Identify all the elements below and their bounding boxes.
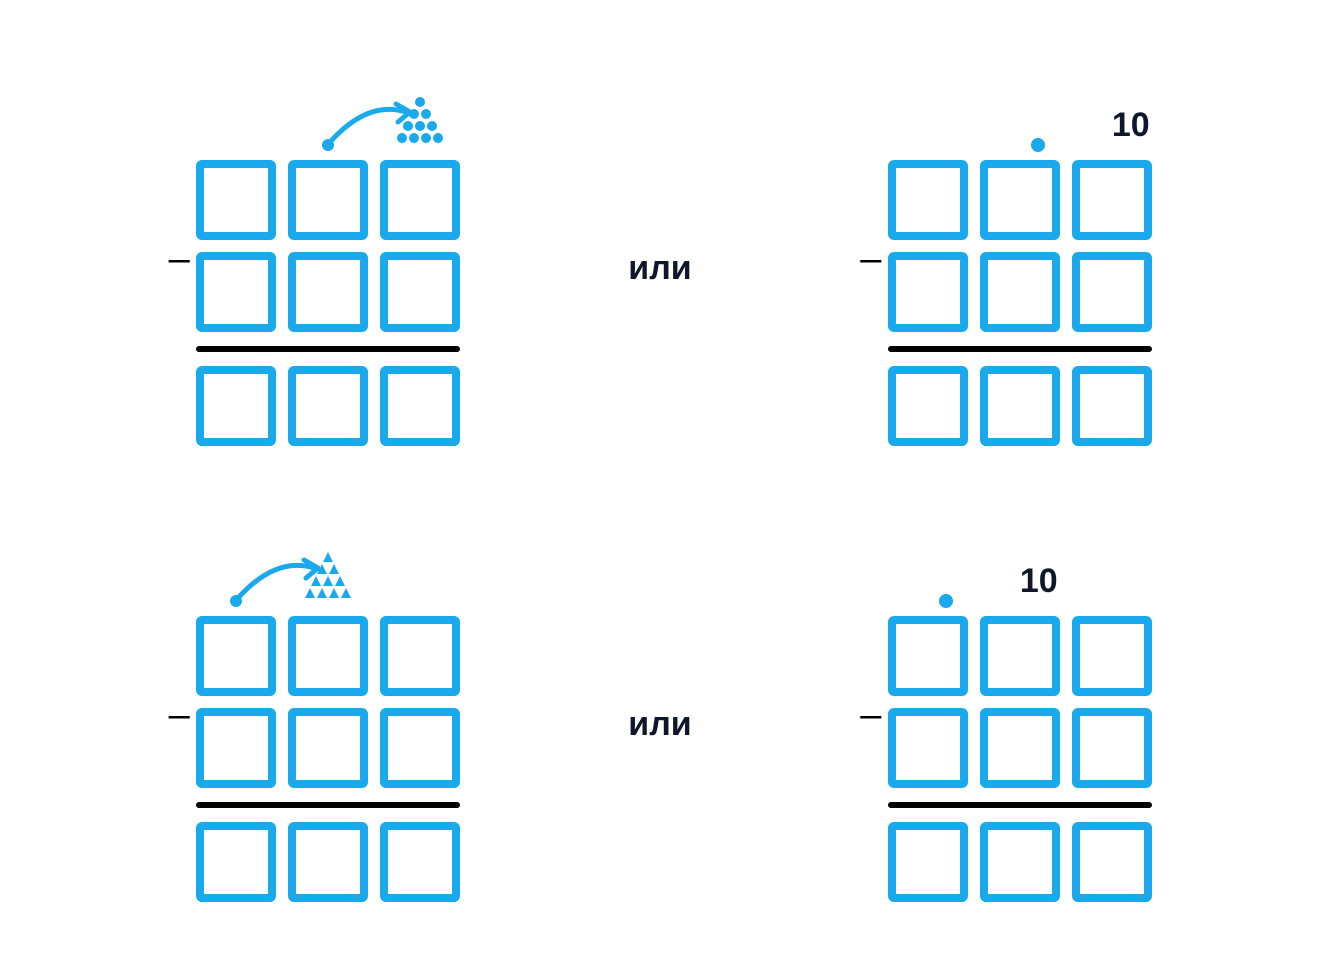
digit-grid	[196, 616, 460, 902]
minus-sign: –	[860, 238, 882, 281]
equals-line	[888, 802, 1152, 808]
arrow-to-ten-triangles-icon	[196, 546, 460, 616]
digit-box[interactable]	[196, 616, 276, 696]
digit-box[interactable]	[196, 366, 276, 446]
subtraction-layout: –	[168, 616, 460, 902]
borrow-ten-label: 10	[1020, 562, 1058, 601]
minuend-row	[888, 160, 1152, 240]
minuend-row	[888, 616, 1152, 696]
digit-box[interactable]	[888, 252, 968, 332]
digit-grid	[888, 160, 1152, 446]
digit-box[interactable]	[888, 366, 968, 446]
result-row	[888, 366, 1152, 446]
digit-box[interactable]	[380, 616, 460, 696]
digit-box[interactable]	[1072, 708, 1152, 788]
digit-box[interactable]	[1072, 366, 1152, 446]
digit-box[interactable]	[888, 160, 968, 240]
borrow-dot-icon	[939, 594, 953, 608]
problem-top-right: 10 –	[860, 90, 1152, 446]
problem-bottom-right: 10 –	[860, 546, 1152, 902]
digit-box[interactable]	[380, 708, 460, 788]
equals-line	[888, 346, 1152, 352]
digit-box[interactable]	[980, 366, 1060, 446]
equals-line	[196, 802, 460, 808]
minus-sign: –	[168, 694, 190, 737]
minus-sign: –	[860, 694, 882, 737]
digit-box[interactable]	[980, 616, 1060, 696]
digit-box[interactable]	[288, 616, 368, 696]
digit-box[interactable]	[196, 708, 276, 788]
problem-bottom-left: –	[168, 546, 460, 902]
annotation-area: 10	[888, 90, 1152, 160]
digit-box[interactable]	[980, 822, 1060, 902]
subtrahend-row	[888, 252, 1152, 332]
digit-box[interactable]	[980, 252, 1060, 332]
digit-box[interactable]	[1072, 252, 1152, 332]
annotation-area	[196, 90, 460, 160]
digit-box[interactable]	[888, 616, 968, 696]
or-label: или	[628, 249, 691, 288]
digit-box[interactable]	[888, 708, 968, 788]
subtraction-layout: –	[860, 160, 1152, 446]
borrow-ten-label: 10	[1112, 106, 1150, 145]
equals-line	[196, 346, 460, 352]
digit-box[interactable]	[380, 366, 460, 446]
digit-box[interactable]	[288, 160, 368, 240]
minuend-row	[196, 616, 460, 696]
subtraction-layout: –	[860, 616, 1152, 902]
digit-box[interactable]	[288, 366, 368, 446]
digit-box[interactable]	[980, 708, 1060, 788]
subtrahend-row	[196, 708, 460, 788]
digit-box[interactable]	[1072, 616, 1152, 696]
digit-box[interactable]	[196, 252, 276, 332]
or-label: или	[628, 705, 691, 744]
digit-grid	[196, 160, 460, 446]
digit-box[interactable]	[196, 160, 276, 240]
annotation-area: 10	[888, 546, 1152, 616]
result-row	[196, 366, 460, 446]
digit-box[interactable]	[980, 160, 1060, 240]
worksheet-page: – или	[0, 0, 1320, 972]
digit-box[interactable]	[288, 822, 368, 902]
arrow-to-ten-circles-icon	[196, 90, 460, 160]
result-row	[888, 822, 1152, 902]
minus-sign: –	[168, 238, 190, 281]
annotation-area	[196, 546, 460, 616]
digit-box[interactable]	[380, 822, 460, 902]
digit-box[interactable]	[380, 160, 460, 240]
borrow-dot-icon	[1031, 138, 1045, 152]
digit-box[interactable]	[888, 822, 968, 902]
digit-box[interactable]	[1072, 160, 1152, 240]
problem-top-left: –	[168, 90, 460, 446]
subtraction-layout: –	[168, 160, 460, 446]
digit-box[interactable]	[288, 252, 368, 332]
digit-box[interactable]	[288, 708, 368, 788]
result-row	[196, 822, 460, 902]
digit-box[interactable]	[380, 252, 460, 332]
subtrahend-row	[888, 708, 1152, 788]
digit-box[interactable]	[1072, 822, 1152, 902]
minuend-row	[196, 160, 460, 240]
subtrahend-row	[196, 252, 460, 332]
digit-grid	[888, 616, 1152, 902]
digit-box[interactable]	[196, 822, 276, 902]
